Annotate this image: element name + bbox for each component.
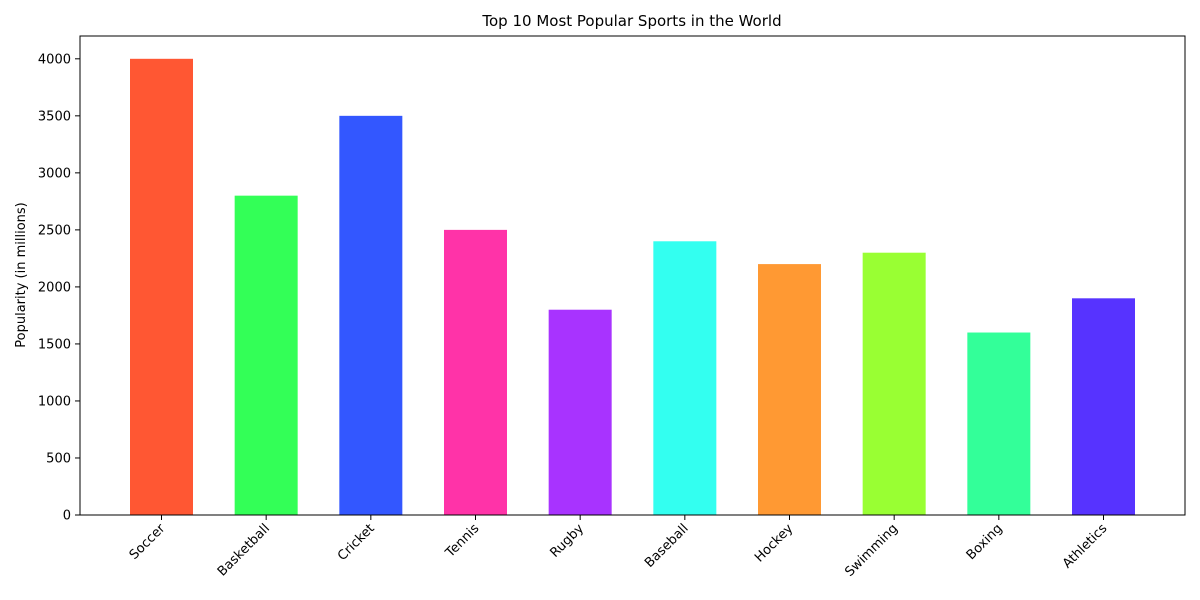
y-tick-label: 500 <box>46 451 71 466</box>
y-axis-label: Popularity (in millions) <box>14 202 29 347</box>
bar-baseball <box>653 241 717 516</box>
y-tick-label: 1500 <box>38 337 71 352</box>
y-tick-label: 4000 <box>38 52 71 67</box>
y-tick-label: 2500 <box>38 223 71 238</box>
chart-title: Top 10 Most Popular Sports in the World <box>481 12 781 30</box>
bar-tennis <box>444 229 507 515</box>
y-axis: 0 500 1000 1500 2000 2500 3000 3500 4000 <box>38 52 80 524</box>
x-tick-label: Tennis <box>442 521 482 561</box>
bar-swimming <box>862 252 926 515</box>
x-tick-label: Boxing <box>964 521 1006 563</box>
x-tick-label: Baseball <box>642 521 692 571</box>
plot-frame <box>79 35 1186 516</box>
y-tick-label: 3500 <box>38 109 71 124</box>
bar-basketball <box>234 195 298 515</box>
y-tick-label: 1000 <box>38 394 71 409</box>
bar-soccer <box>130 58 193 516</box>
x-tick-label: Hockey <box>752 521 797 566</box>
y-tick-label: 0 <box>63 509 71 524</box>
x-tick-label: Basketball <box>215 521 273 579</box>
bar-boxing <box>967 332 1031 515</box>
x-tick-label: Athletics <box>1060 521 1111 572</box>
x-tick-label: Rugby <box>547 521 587 561</box>
x-tick-label: Soccer <box>127 521 169 563</box>
x-tick-label: Cricket <box>335 521 378 564</box>
y-tick-label: 3000 <box>38 166 71 181</box>
x-tick-label: Swimming <box>842 521 901 580</box>
x-axis: Soccer Basketball Cricket Tennis Rugby Baseba… <box>127 515 1111 580</box>
bar-athletics <box>1072 298 1135 515</box>
bar-cricket <box>339 115 403 515</box>
bar-rugby <box>548 309 612 515</box>
y-tick-label: 2000 <box>38 280 71 295</box>
bars-group <box>130 58 1135 516</box>
bar-hockey <box>758 264 821 515</box>
